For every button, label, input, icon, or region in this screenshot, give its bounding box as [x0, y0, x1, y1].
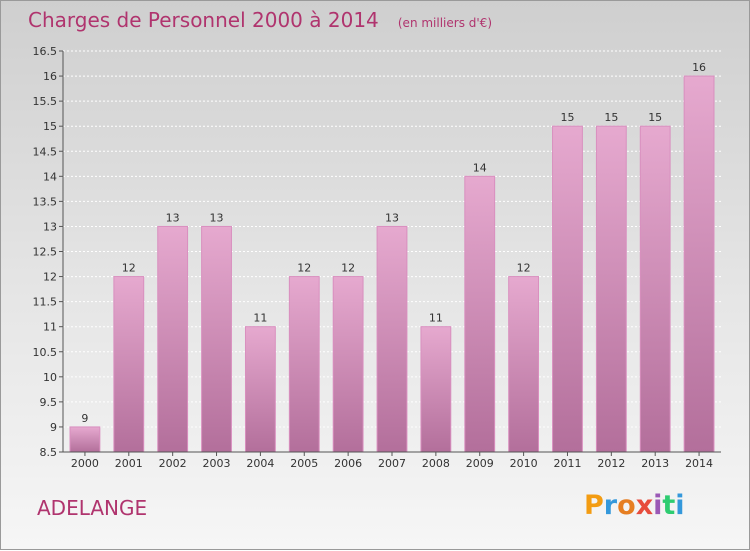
bar: [420, 326, 452, 453]
data-label: 15: [648, 111, 662, 124]
x-tick-label: 2014: [685, 457, 713, 470]
y-tick-label: 14: [43, 170, 57, 183]
bar: [288, 276, 320, 453]
chart-unit: (en milliers d'€): [397, 16, 492, 30]
y-tick-label: 16: [43, 70, 57, 83]
data-label: 13: [166, 211, 180, 224]
data-label: 15: [604, 111, 618, 124]
y-tick-label: 15.5: [33, 95, 58, 108]
bar: [113, 276, 145, 453]
x-tick-label: 2006: [334, 457, 362, 470]
y-tick-label: 12: [43, 271, 57, 284]
data-label: 13: [210, 211, 224, 224]
x-tick-label: 2001: [115, 457, 143, 470]
logo-letter: P: [584, 490, 604, 521]
x-tick-label: 2008: [422, 457, 450, 470]
bar: [332, 276, 364, 453]
bar: [552, 125, 583, 453]
data-label: 9: [81, 412, 88, 425]
y-tick-label: 10: [43, 371, 57, 384]
bar: [244, 326, 276, 453]
x-tick-label: 2005: [290, 457, 318, 470]
bar: [157, 225, 189, 453]
bar: [683, 75, 715, 453]
y-tick-label: 12.5: [33, 246, 58, 259]
data-label: 13: [385, 211, 399, 224]
proxiti-logo[interactable]: Proxiti: [584, 490, 685, 521]
y-tick-label: 14.5: [33, 145, 58, 158]
logo-letter: i: [653, 490, 663, 521]
logo-letter: x: [635, 490, 654, 521]
y-tick-label: 13: [43, 220, 57, 233]
x-tick-label: 2011: [553, 457, 581, 470]
data-label: 12: [517, 262, 531, 275]
x-tick-label: 2013: [641, 457, 669, 470]
y-tick-label: 15: [43, 120, 57, 133]
y-tick-label: 10.5: [33, 346, 58, 359]
data-label: 15: [560, 111, 574, 124]
x-tick-label: 2010: [510, 457, 538, 470]
y-tick-label: 11: [43, 321, 57, 334]
data-label: 12: [297, 262, 311, 275]
logo-letter: o: [617, 490, 636, 521]
chart-title: Charges de Personnel 2000 à 2014: [28, 8, 379, 32]
y-tick-label: 16.5: [33, 45, 58, 58]
y-tick-label: 9: [50, 421, 57, 434]
data-label: 12: [341, 262, 355, 275]
commune-name: ADELANGE: [37, 496, 148, 520]
x-tick-label: 2012: [597, 457, 625, 470]
x-tick-label: 2004: [246, 457, 274, 470]
bar: [508, 276, 540, 453]
x-tick-label: 2002: [159, 457, 187, 470]
y-tick-label: 13.5: [33, 195, 58, 208]
y-tick-label: 8.5: [40, 446, 58, 459]
axis-layer: 8.5 9 9.5 10 10.5 11 11.5 12 12.5 13 13.5 14 14.5 15 1…: [33, 45, 721, 470]
logo-letter: r: [603, 490, 618, 521]
title-row: Charges de Personnel 2000 à 2014 (en mil…: [28, 8, 492, 32]
x-tick-label: 2003: [203, 457, 231, 470]
logo-letter: t: [662, 490, 676, 521]
bars-layer: 9 12 13 13 11 12 12 13 11 14 12 15 15 15 16: [69, 61, 715, 453]
x-tick-label: 2007: [378, 457, 406, 470]
data-label: 11: [253, 312, 267, 325]
bar: [69, 426, 101, 453]
bar: [376, 225, 408, 453]
y-tick-label: 11.5: [33, 296, 58, 309]
data-label: 14: [473, 161, 487, 174]
logo-letter: i: [675, 490, 685, 521]
data-label: 12: [122, 262, 136, 275]
data-label: 11: [429, 312, 443, 325]
bar: [639, 125, 671, 453]
x-tick-label: 2009: [466, 457, 494, 470]
data-label: 16: [692, 61, 706, 74]
bar: [595, 125, 627, 453]
y-tick-label: 9.5: [40, 396, 58, 409]
bar: [464, 175, 496, 453]
x-tick-label: 2000: [71, 457, 99, 470]
bar: [201, 225, 232, 453]
